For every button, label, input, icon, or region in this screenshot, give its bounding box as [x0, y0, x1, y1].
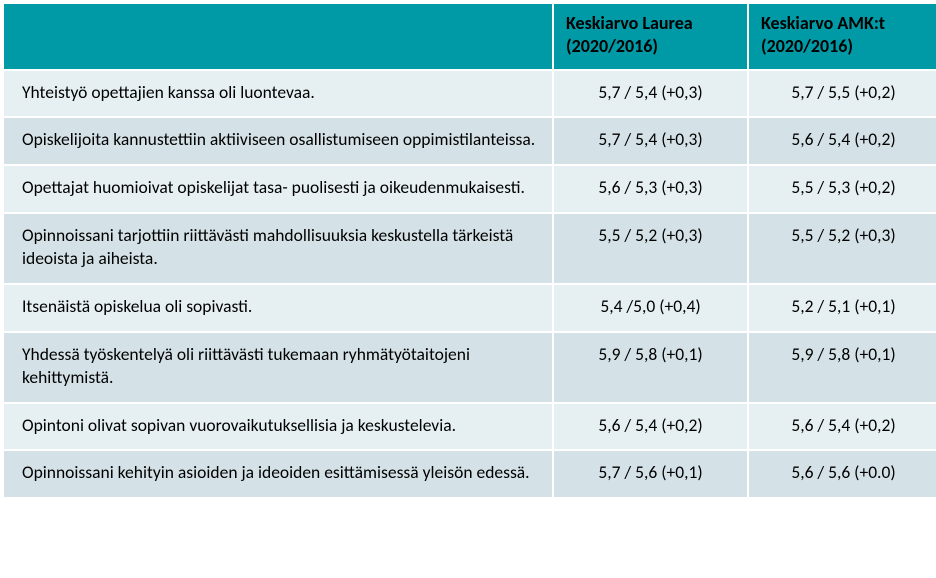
table-row: Yhdessä työskentelyä oli riittävästi tuk… [3, 332, 936, 403]
table-row: Opiskelijoita kannustettiin aktiiviseen … [3, 117, 936, 165]
row-value-amk: 5,5 / 5,3 (+0,2) [748, 165, 936, 213]
data-table-wrapper: Keskiarvo Laurea (2020/2016) Keskiarvo A… [0, 0, 936, 501]
row-label: Opettajat huomioivat opiskelijat tasa- p… [3, 165, 553, 213]
row-label: Opinnoissani kehityin asioiden ja ideoid… [3, 450, 553, 498]
row-value-amk: 5,6 / 5,6 (+0.0) [748, 450, 936, 498]
row-value-amk: 5,7 / 5,5 (+0,2) [748, 70, 936, 118]
row-value-laurea: 5,7 / 5,4 (+0,3) [553, 70, 748, 118]
column-header-blank [3, 3, 553, 70]
table-row: Opinnoissani tarjottiin riittävästi mahd… [3, 213, 936, 284]
row-value-laurea: 5,7 / 5,4 (+0,3) [553, 117, 748, 165]
row-value-laurea: 5,6 / 5,4 (+0,2) [553, 403, 748, 451]
row-value-laurea: 5,9 / 5,8 (+0,1) [553, 332, 748, 403]
row-label: Yhteistyö opettajien kanssa oli luonteva… [3, 70, 553, 118]
table-header-row: Keskiarvo Laurea (2020/2016) Keskiarvo A… [3, 3, 936, 70]
table-row: Opettajat huomioivat opiskelijat tasa- p… [3, 165, 936, 213]
column-header-amk: Keskiarvo AMK:t (2020/2016) [748, 3, 936, 70]
data-table: Keskiarvo Laurea (2020/2016) Keskiarvo A… [2, 2, 936, 499]
table-row: Yhteistyö opettajien kanssa oli luonteva… [3, 70, 936, 118]
row-label: Opinnoissani tarjottiin riittävästi mahd… [3, 213, 553, 284]
row-value-laurea: 5,4 /5,0 (+0,4) [553, 284, 748, 332]
column-header-laurea: Keskiarvo Laurea (2020/2016) [553, 3, 748, 70]
table-row: Opintoni olivat sopivan vuorovaikutuksel… [3, 403, 936, 451]
row-value-amk: 5,6 / 5,4 (+0,2) [748, 403, 936, 451]
row-value-amk: 5,2 / 5,1 (+0,1) [748, 284, 936, 332]
row-value-laurea: 5,7 / 5,6 (+0,1) [553, 450, 748, 498]
row-value-amk: 5,5 / 5,2 (+0,3) [748, 213, 936, 284]
row-value-amk: 5,6 / 5,4 (+0,2) [748, 117, 936, 165]
row-value-laurea: 5,5 / 5,2 (+0,3) [553, 213, 748, 284]
row-value-laurea: 5,6 / 5,3 (+0,3) [553, 165, 748, 213]
table-row: Opinnoissani kehityin asioiden ja ideoid… [3, 450, 936, 498]
row-label: Opintoni olivat sopivan vuorovaikutuksel… [3, 403, 553, 451]
row-label: Yhdessä työskentelyä oli riittävästi tuk… [3, 332, 553, 403]
row-label: Opiskelijoita kannustettiin aktiiviseen … [3, 117, 553, 165]
row-value-amk: 5,9 / 5,8 (+0,1) [748, 332, 936, 403]
table-row: Itsenäistä opiskelua oli sopivasti. 5,4 … [3, 284, 936, 332]
row-label: Itsenäistä opiskelua oli sopivasti. [3, 284, 553, 332]
